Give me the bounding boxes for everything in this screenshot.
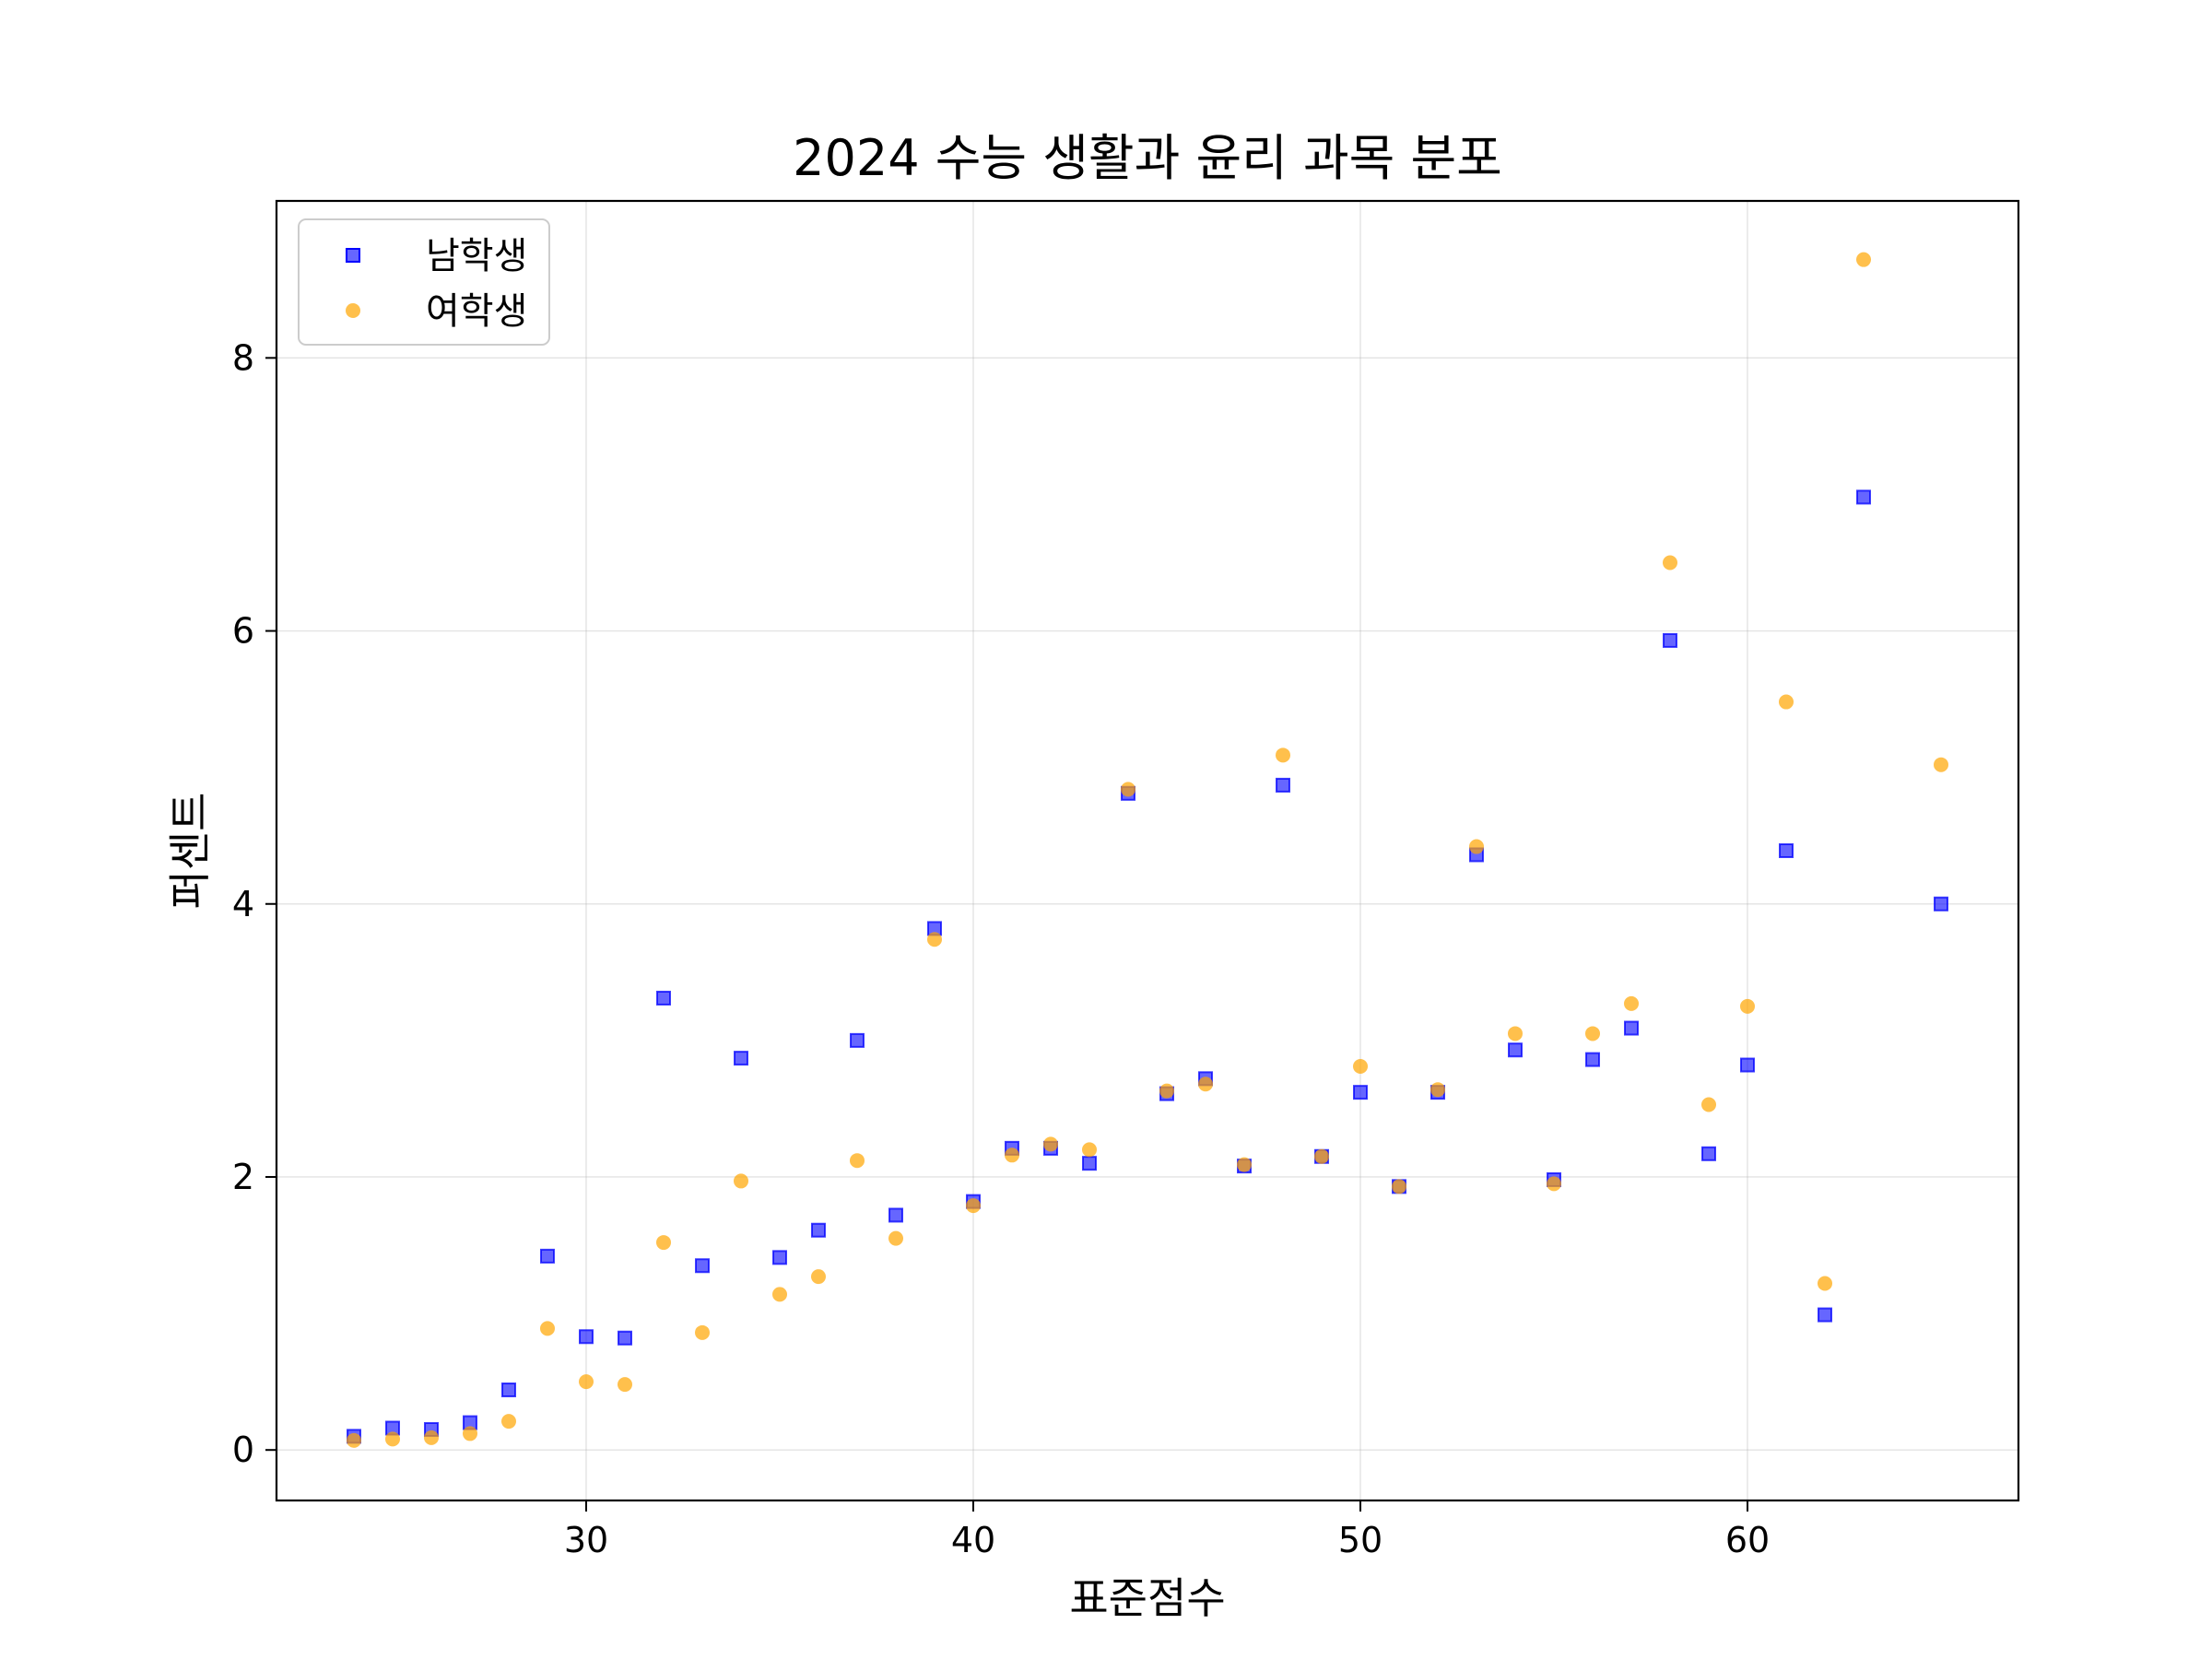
y-tick-label: 8 [232,337,254,378]
x-axis-label: 표준점수 [1069,1573,1225,1623]
data-point-female [1276,747,1290,763]
data-point-female [1856,252,1871,267]
data-point-female [1547,1176,1561,1192]
data-points [347,252,1948,1448]
data-point-male [656,990,671,1006]
data-point-female [385,1431,400,1447]
data-point-female [656,1235,671,1251]
data-point-female [772,1287,787,1302]
data-point-male [1779,843,1794,858]
data-point-female [501,1414,516,1430]
data-point-male [734,1051,748,1066]
legend-marker-male [346,248,360,263]
grid-lines [276,201,2018,1500]
data-point-male [1701,1146,1716,1161]
x-axis-ticks: 30 40 50 60 [564,1500,1770,1560]
data-point-male [1934,896,1948,912]
data-point-male [850,1032,865,1048]
series-female [347,252,1948,1448]
x-tick-label: 40 [951,1520,995,1560]
data-point-female [1005,1147,1019,1163]
y-tick-label: 0 [232,1430,254,1470]
data-point-male [1276,777,1290,793]
data-point-male [618,1330,632,1346]
data-point-female [1779,694,1794,710]
data-point-female [1121,782,1135,797]
data-point-female [695,1324,710,1340]
data-point-male [1856,489,1871,505]
data-point-female [1159,1083,1174,1099]
data-point-female [1237,1157,1252,1172]
data-point-male [1740,1057,1755,1073]
legend-marker-female [346,303,360,318]
data-point-male [1585,1052,1600,1067]
y-axis-ticks: 0 2 4 6 8 [232,337,276,1470]
data-point-female [1663,555,1677,571]
data-point-male [579,1329,594,1345]
data-point-female [850,1153,865,1169]
data-point-female [1508,1026,1523,1041]
data-point-female [927,932,942,947]
data-point-female [811,1269,826,1285]
data-point-female [1314,1148,1329,1164]
x-tick-label: 50 [1338,1520,1382,1560]
data-point-female [1198,1077,1213,1092]
data-point-female [1430,1082,1445,1098]
x-tick-label: 60 [1725,1520,1770,1560]
data-point-male [695,1258,710,1274]
data-point-female [347,1432,361,1448]
data-point-male [540,1248,555,1264]
y-axis-label: 퍼센트 [165,793,215,910]
legend-label-female: 여학생 [426,290,527,333]
plot-area-frame [275,199,2020,1502]
data-point-male [1663,632,1677,648]
y-tick-label: 2 [232,1157,254,1197]
data-point-female [1082,1142,1097,1158]
chart-title: 2024 수능 생활과 윤리 과목 분포 [793,129,1502,187]
data-point-female [1818,1276,1832,1291]
data-point-female [1740,998,1755,1014]
data-point-female [540,1321,555,1336]
data-point-female [1934,757,1948,772]
data-point-female [424,1430,439,1445]
data-point-female [463,1426,477,1441]
data-point-female [1353,1059,1368,1075]
data-point-male [811,1222,826,1238]
legend-box [298,218,550,346]
legend: 남학생 여학생 [298,218,550,346]
data-point-female [1392,1179,1406,1194]
data-point-male [1624,1020,1639,1036]
data-point-female [734,1173,748,1189]
data-point-male [888,1207,903,1223]
data-point-female [618,1377,632,1393]
data-point-male [772,1250,787,1265]
data-point-male [501,1382,516,1398]
data-point-female [966,1198,981,1214]
data-point-female [1585,1026,1600,1041]
data-point-female [579,1374,594,1390]
x-tick-label: 30 [564,1520,608,1560]
data-point-female [1469,839,1484,854]
data-point-female [888,1230,903,1246]
y-tick-label: 6 [232,611,254,652]
data-point-male [1082,1156,1097,1171]
data-point-male [1353,1085,1368,1100]
data-point-male [1818,1307,1832,1323]
data-point-male [1508,1042,1523,1058]
data-point-female [1624,995,1639,1011]
data-point-female [1043,1136,1058,1152]
y-tick-label: 4 [232,884,254,924]
data-point-female [1701,1097,1716,1112]
legend-label-male: 남학생 [426,235,527,277]
